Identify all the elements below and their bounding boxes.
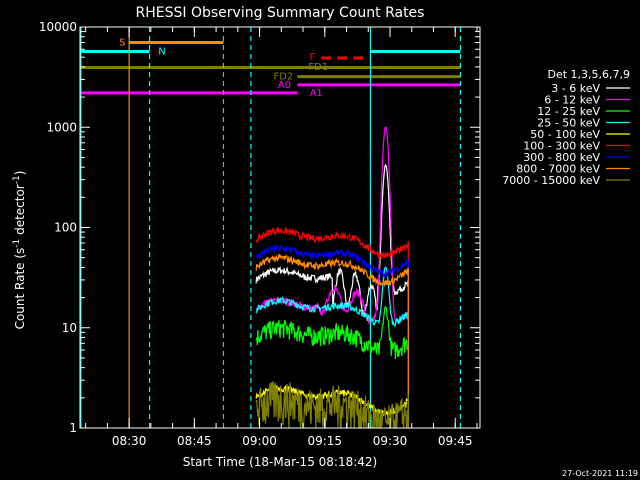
y-label-mid: detector	[13, 184, 27, 239]
legend-label: 50 - 100 keV	[530, 128, 600, 141]
series-lines	[255, 126, 409, 430]
chart-title: RHESSI Observing Summary Count Rates	[136, 5, 425, 21]
series-line-2	[255, 305, 409, 428]
legend-label: 12 - 25 keV	[537, 105, 600, 118]
flag-label-f: F	[310, 52, 316, 63]
x-tick-label: 09:45	[438, 434, 473, 448]
legend-label: 7000 - 15000 keV	[502, 174, 600, 187]
x-tick-label: 09:00	[242, 434, 277, 448]
legend-title: Det 1,3,5,6,7,9	[547, 68, 630, 81]
series-line-5	[255, 226, 409, 428]
y-tick-label: 1	[69, 421, 77, 435]
y-axis-label: Count Rate (s-1 detector-1)	[12, 171, 27, 330]
legend-label: 800 - 7000 keV	[516, 163, 600, 176]
x-axis-label: Start Time (18-Mar-15 08:18:42)	[183, 455, 377, 469]
y-tick-label: 10000	[39, 20, 77, 34]
y-label-main: Count Rate (s	[13, 248, 27, 330]
x-tick-label: 09:15	[307, 434, 342, 448]
series-line-1	[255, 126, 409, 428]
x-tick-label: 09:30	[373, 434, 408, 448]
flag-label-fd2: FD2	[273, 72, 293, 83]
attenuator-lines	[80, 27, 462, 428]
y-tick-label: 100	[54, 221, 77, 235]
y-tick-label: 10	[62, 321, 77, 335]
timestamp: 27-Oct-2021 11:19	[562, 469, 638, 478]
series-line-8	[255, 381, 409, 430]
y-label-sup2: -1	[12, 175, 22, 184]
series-line-6	[255, 243, 409, 428]
legend-label: 25 - 50 keV	[537, 117, 600, 130]
x-tick-label: 08:45	[177, 434, 212, 448]
flag-label-fd1: FD1	[308, 62, 328, 73]
legend-label: 3 - 6 keV	[551, 82, 600, 95]
axes: 1 10 100 1000 10000 08:30 08:45 09:00 09:15 09:30…	[39, 20, 480, 448]
x-tick-label: 08:30	[112, 434, 147, 448]
series-line-7	[255, 253, 409, 428]
legend-label: 6 - 12 keV	[544, 94, 600, 107]
flag-label-s: S	[119, 38, 125, 49]
y-label-end: )	[13, 171, 27, 176]
legend-label: 100 - 300 keV	[523, 140, 600, 153]
flag-label-a1: A1	[310, 88, 323, 99]
legend-label: 300 - 800 keV	[523, 151, 600, 164]
flag-label-a0: A0	[278, 80, 291, 91]
y-tick-label: 1000	[46, 120, 77, 134]
flag-label-n: N	[158, 46, 165, 57]
y-label-sup1: -1	[12, 239, 22, 248]
series-line-3	[255, 266, 409, 428]
